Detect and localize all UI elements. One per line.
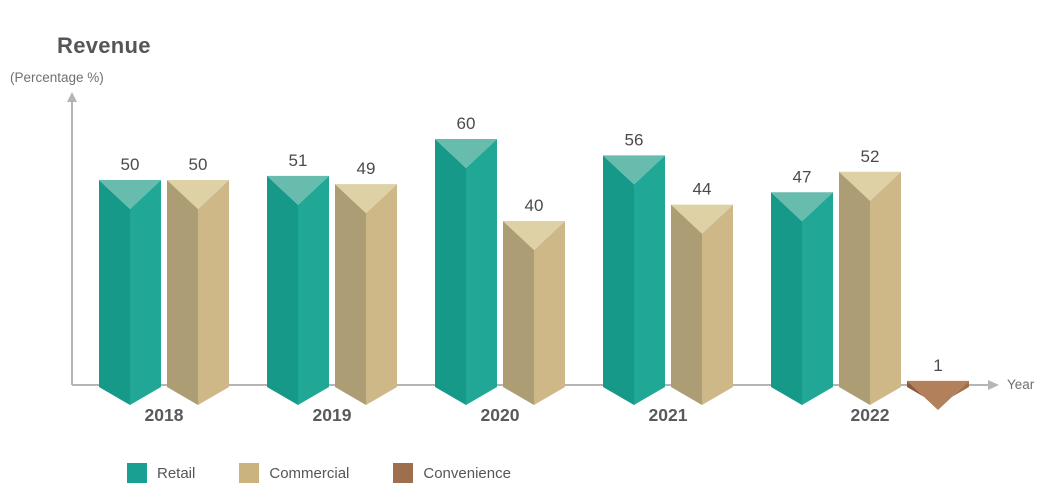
x-axis-label: Year: [1007, 377, 1035, 392]
bar-face-right: [634, 155, 665, 405]
bar-value-label: 44: [693, 180, 712, 199]
bar-value-label: 60: [457, 114, 476, 133]
legend-swatch-convenience: [393, 463, 414, 483]
x-tick-2018: 2018: [145, 405, 184, 425]
bar-face-left: [99, 180, 130, 405]
bar-face-top: [503, 221, 565, 250]
bar-value-label: 49: [357, 159, 376, 178]
bar-face-top: [167, 180, 229, 209]
chart-title: Revenue: [57, 33, 151, 58]
bar-face-right: [298, 175, 329, 405]
x-tick-2019: 2019: [313, 405, 352, 425]
bar-face-right: [130, 180, 161, 405]
bar-face-left: [503, 221, 534, 405]
x-tick-2020: 2020: [481, 405, 520, 425]
legend-swatch-retail: [127, 463, 147, 483]
bar-face-left: [435, 139, 466, 405]
bar-face-left: [839, 171, 870, 405]
y-axis-arrow-icon: [67, 92, 77, 102]
bar-face-left: [671, 204, 702, 405]
plot-area: 50 50 2018 51 49 2019 60 40 2020 56 44 2021 47 52 1 202…: [67, 92, 999, 425]
bar-face-top: [603, 155, 665, 185]
legend-swatch-commercial: [239, 463, 260, 483]
bar-value-label: 47: [793, 167, 812, 186]
bar-retail-2019: 51: [267, 151, 329, 405]
bar-retail-2021: 56: [603, 130, 665, 405]
bar-face-top: [839, 171, 901, 201]
bar-face-right: [366, 184, 397, 405]
bar-face-right: [534, 221, 565, 405]
bar-commercial-2021: 44: [671, 180, 733, 405]
bar-value-label: 50: [121, 155, 140, 174]
bar-retail-2020: 60: [435, 114, 497, 405]
bar-face-top: [267, 175, 329, 205]
bar-face-right: [466, 139, 497, 405]
bar-face-left: [267, 175, 298, 405]
legend-label: Convenience: [423, 464, 511, 482]
bar-commercial-2019: 49: [335, 159, 397, 405]
bar-retail-2022: 47: [771, 167, 833, 405]
bar-face-top: [335, 184, 397, 214]
bar-value-label: 52: [861, 147, 880, 166]
legend-item-convenience: Convenience: [393, 463, 511, 483]
bar-retail-2018: 50: [99, 155, 161, 405]
bar-face-top: [907, 380, 969, 410]
bar-face-left: [167, 180, 198, 405]
bar-face-top: [671, 204, 733, 234]
bar-value-label: 56: [625, 130, 644, 149]
x-axis-arrow-icon: [988, 380, 999, 390]
legend: Retail Commercial Convenience: [127, 463, 511, 483]
bar-face-top: [771, 192, 833, 222]
legend-item-commercial: Commercial: [239, 463, 349, 483]
bar-face-top: [435, 139, 497, 168]
y-axis-label: (Percentage %): [10, 70, 104, 85]
bar-value-label: 1: [933, 356, 942, 375]
legend-label: Commercial: [269, 464, 350, 482]
bar-face-right: [870, 171, 901, 405]
bar-face-right: [702, 204, 733, 405]
bar-value-label: 50: [189, 155, 208, 174]
bar-convenience-2022: 1: [907, 356, 969, 410]
bar-face-left: [335, 184, 366, 405]
bar-commercial-2022: 52: [839, 147, 901, 405]
bar-face-top: [99, 180, 161, 209]
legend-label: Retail: [157, 464, 196, 482]
bar-face-left: [603, 155, 634, 405]
bar-face-right: [198, 180, 229, 405]
x-tick-2021: 2021: [649, 405, 688, 425]
bar-face-right: [802, 192, 833, 405]
bar-commercial-2018: 50: [167, 155, 229, 405]
bar-face-left: [771, 192, 802, 405]
legend-item-retail: Retail: [127, 463, 195, 483]
bar-value-label: 40: [525, 196, 544, 215]
bar-commercial-2020: 40: [503, 196, 565, 405]
x-tick-2022: 2022: [851, 405, 890, 425]
bar-value-label: 51: [289, 151, 308, 170]
